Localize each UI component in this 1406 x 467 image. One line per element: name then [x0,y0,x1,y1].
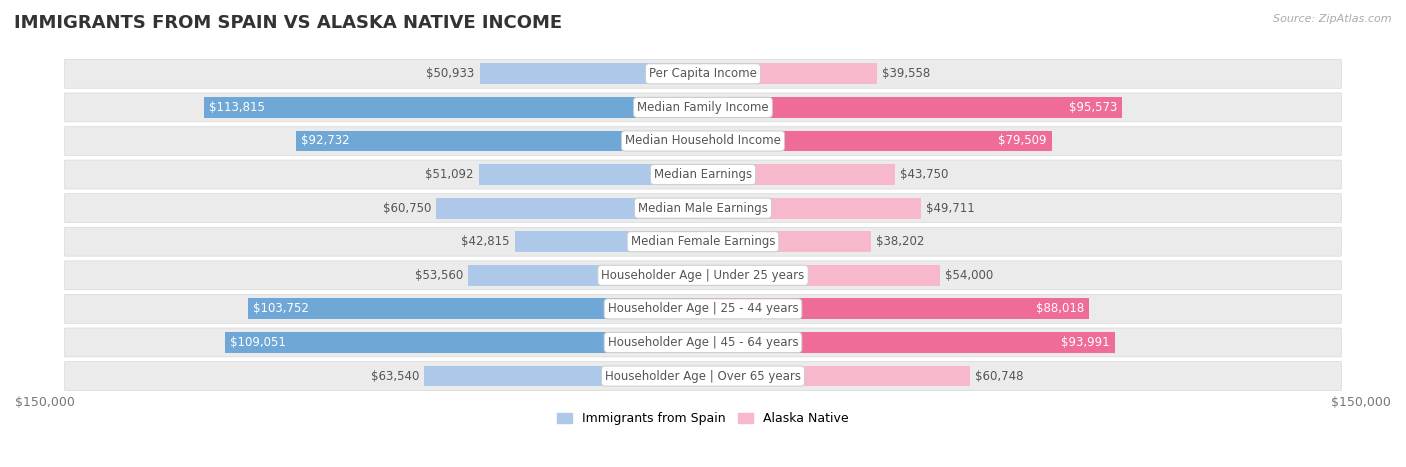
Text: $39,558: $39,558 [882,67,929,80]
Bar [703,198,921,219]
Text: Median Earnings: Median Earnings [654,168,752,181]
Bar [703,64,876,84]
Legend: Immigrants from Spain, Alaska Native: Immigrants from Spain, Alaska Native [553,407,853,430]
Text: $49,711: $49,711 [927,202,976,215]
FancyBboxPatch shape [65,227,1341,256]
Text: Median Household Income: Median Household Income [626,134,780,148]
FancyBboxPatch shape [65,294,1341,323]
Text: Source: ZipAtlas.com: Source: ZipAtlas.com [1274,14,1392,24]
Text: Median Family Income: Median Family Income [637,101,769,114]
Text: $109,051: $109,051 [229,336,285,349]
FancyBboxPatch shape [65,328,1341,357]
FancyBboxPatch shape [65,127,1341,156]
Text: $42,815: $42,815 [461,235,510,248]
Bar [703,332,1115,353]
Bar [479,64,703,84]
Bar [703,298,1090,319]
Text: IMMIGRANTS FROM SPAIN VS ALASKA NATIVE INCOME: IMMIGRANTS FROM SPAIN VS ALASKA NATIVE I… [14,14,562,32]
Bar [703,366,970,387]
Bar [225,332,703,353]
Bar [515,231,703,252]
Bar [703,97,1122,118]
Text: Householder Age | 45 - 64 years: Householder Age | 45 - 64 years [607,336,799,349]
Bar [703,131,1052,151]
Bar [247,298,703,319]
Bar [204,97,703,118]
Text: $79,509: $79,509 [998,134,1046,148]
FancyBboxPatch shape [65,93,1341,122]
FancyBboxPatch shape [65,361,1341,390]
Text: Median Male Earnings: Median Male Earnings [638,202,768,215]
FancyBboxPatch shape [65,194,1341,223]
Text: $88,018: $88,018 [1036,302,1084,315]
Bar [297,131,703,151]
Text: $60,750: $60,750 [382,202,432,215]
Text: $50,933: $50,933 [426,67,474,80]
Text: $113,815: $113,815 [209,101,264,114]
Text: $93,991: $93,991 [1062,336,1111,349]
Text: $95,573: $95,573 [1069,101,1116,114]
Text: $51,092: $51,092 [425,168,474,181]
Text: $38,202: $38,202 [876,235,924,248]
Text: $54,000: $54,000 [945,269,994,282]
Text: $103,752: $103,752 [253,302,309,315]
FancyBboxPatch shape [65,261,1341,290]
Bar [703,164,896,185]
Text: Median Female Earnings: Median Female Earnings [631,235,775,248]
Text: Householder Age | Under 25 years: Householder Age | Under 25 years [602,269,804,282]
Text: $63,540: $63,540 [371,369,419,382]
Text: $92,732: $92,732 [301,134,350,148]
Bar [703,265,939,286]
Bar [468,265,703,286]
FancyBboxPatch shape [65,160,1341,189]
Text: Householder Age | 25 - 44 years: Householder Age | 25 - 44 years [607,302,799,315]
Text: Per Capita Income: Per Capita Income [650,67,756,80]
Text: $53,560: $53,560 [415,269,463,282]
FancyBboxPatch shape [65,59,1341,88]
Bar [479,164,703,185]
Text: $43,750: $43,750 [900,168,949,181]
Bar [425,366,703,387]
Bar [703,231,870,252]
Bar [436,198,703,219]
Text: $60,748: $60,748 [974,369,1024,382]
Text: Householder Age | Over 65 years: Householder Age | Over 65 years [605,369,801,382]
